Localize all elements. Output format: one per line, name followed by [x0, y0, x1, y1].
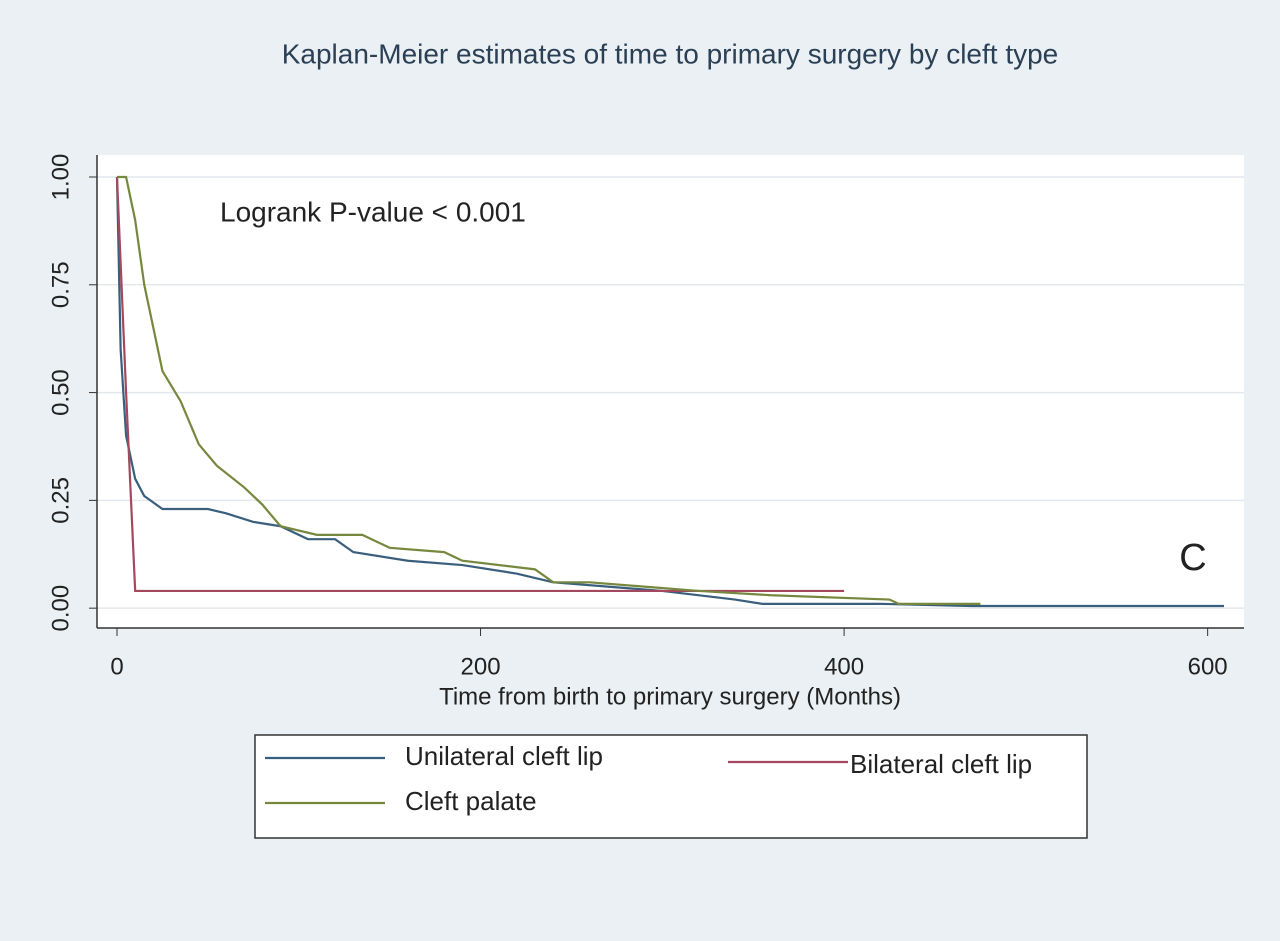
legend	[254, 734, 1088, 839]
legend-label: Unilateral cleft lip	[405, 741, 603, 771]
legend-label: Cleft palate	[405, 786, 537, 816]
annotation: Logrank P-value < 0.001	[220, 196, 526, 227]
chart-title: Kaplan-Meier estimates of time to primar…	[282, 38, 1059, 69]
y-tick-label: 0.50	[47, 369, 74, 416]
plot-area	[97, 155, 1244, 628]
x-tick-label: 0	[110, 653, 123, 680]
x-tick-label: 200	[461, 653, 501, 680]
survival-line	[116, 175, 981, 605]
y-tick-label: 0.75	[47, 261, 74, 308]
y-tick-label: 0.00	[47, 585, 74, 632]
y-tick-label: 1.00	[47, 154, 74, 201]
survival-line	[115, 176, 845, 593]
x-tick-label: 400	[824, 653, 864, 680]
x-tick-label: 600	[1188, 653, 1228, 680]
y-tick-label: 0.25	[47, 477, 74, 524]
survival-line	[115, 176, 1225, 608]
annotation: C	[1179, 537, 1206, 579]
legend-label: Bilateral cleft lip	[850, 749, 1032, 779]
x-axis-label: Time from birth to primary surgery (Mont…	[439, 683, 901, 710]
